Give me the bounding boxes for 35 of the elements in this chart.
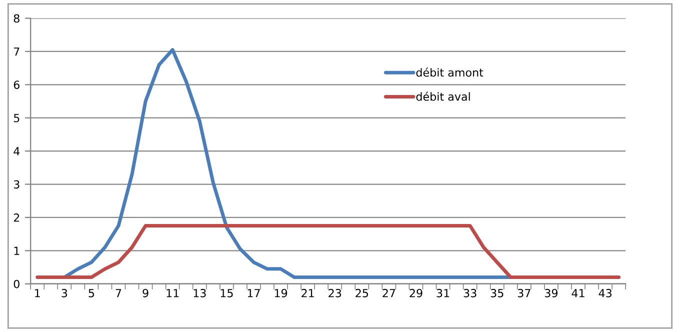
y-tick-label: 8 (14, 14, 20, 23)
x-tick-label: 23 (328, 288, 342, 298)
x-tick-label: 25 (356, 288, 368, 298)
x-tick-label: 35 (490, 288, 504, 298)
x-tick-label: 37 (518, 288, 530, 298)
x-tick-label: 11 (166, 289, 179, 298)
x-tick-label: 31 (436, 288, 450, 298)
x-tick-label: 33 (464, 288, 476, 298)
legend-label: débit amont (416, 68, 484, 77)
y-tick-label: 6 (14, 80, 20, 90)
x-tick-label: 5 (88, 289, 94, 298)
x-tick-label: 39 (545, 288, 558, 298)
line-series (62, 48, 512, 279)
y-tick-label: 4 (14, 147, 20, 156)
y-tick-label: 0 (14, 280, 20, 288)
y-tick-label: 2 (14, 213, 20, 222)
x-tick-label: 9 (142, 288, 148, 298)
x-tick-label: 27 (382, 288, 396, 298)
legend-label: débit aval (416, 92, 470, 101)
y-tick-label: 5 (14, 114, 20, 122)
x-tick-label: 21 (302, 288, 314, 298)
y-tick-label: 1 (14, 246, 20, 255)
x-tick-label: 29 (410, 288, 422, 298)
x-tick-label: 19 (274, 288, 288, 298)
x-tick-label: 41 (572, 289, 584, 298)
x-tick-label: 7 (116, 289, 122, 298)
x-tick-label: 1 (35, 289, 40, 298)
x-tick-label: 13 (194, 288, 206, 298)
y-tick-label: 7 (14, 48, 20, 56)
y-tick-label: 3 (14, 180, 20, 189)
x-tick-label: 43 (598, 288, 612, 298)
x-tick-label: 3 (62, 288, 68, 298)
line-series (36, 224, 621, 279)
x-tick-label: 17 (248, 289, 260, 298)
x-tick-label: 15 (220, 289, 233, 298)
